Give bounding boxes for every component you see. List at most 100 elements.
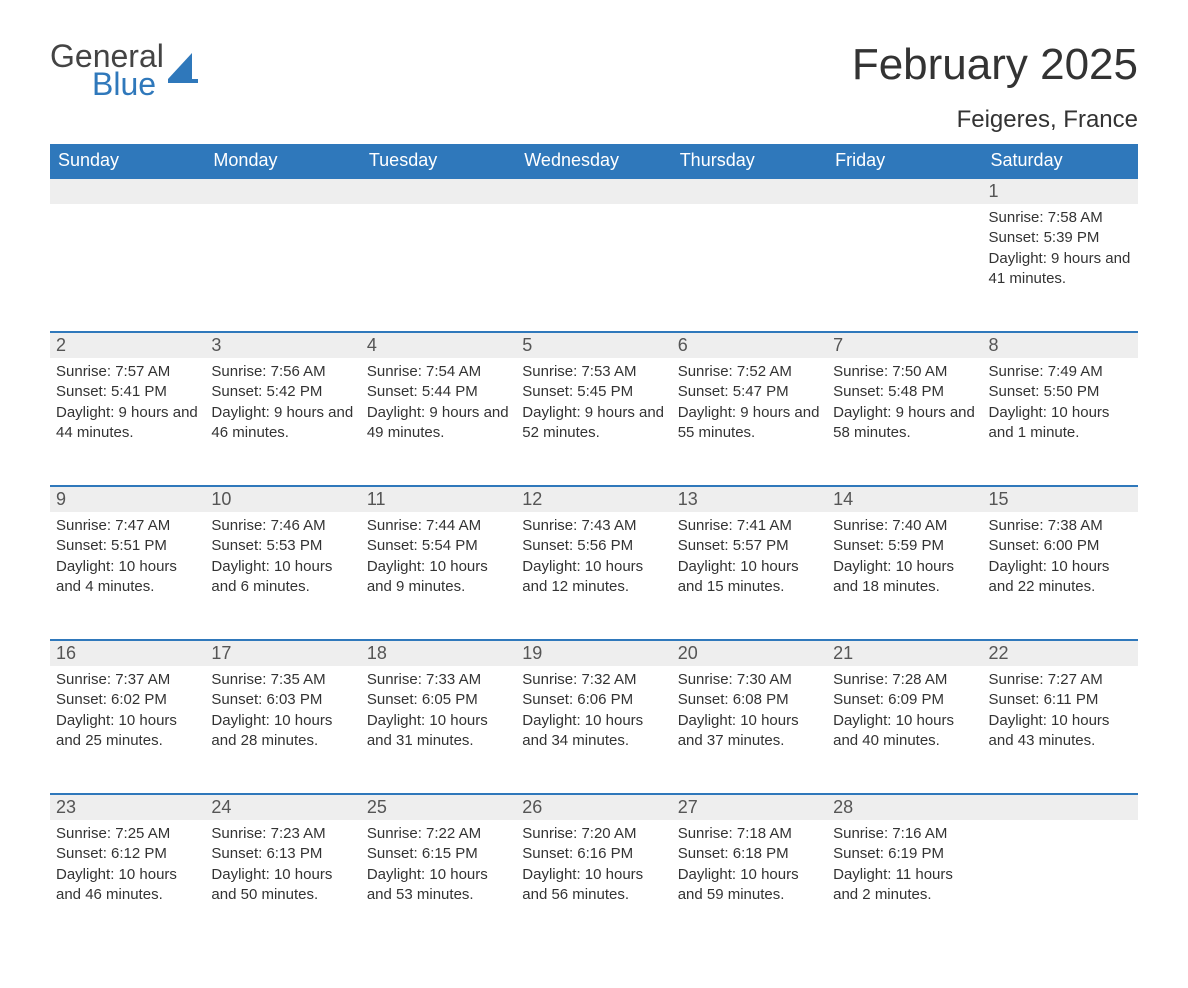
daylight-line: Daylight: 10 hours and 6 minutes. (211, 557, 354, 598)
daylight-line: Daylight: 10 hours and 12 minutes. (522, 557, 665, 598)
day-details: Sunrise: 7:22 AMSunset: 6:15 PMDaylight:… (361, 820, 516, 948)
weekday-header: Monday (205, 144, 360, 178)
day-number: 10 (205, 486, 360, 512)
day-details: Sunrise: 7:57 AMSunset: 5:41 PMDaylight:… (50, 358, 205, 486)
daylight-line: Daylight: 10 hours and 22 minutes. (989, 557, 1132, 598)
sunset-line: Sunset: 6:18 PM (678, 844, 821, 864)
day-number: 9 (50, 486, 205, 512)
sunrise-line: Sunrise: 7:41 AM (678, 516, 821, 536)
day-number: 15 (983, 486, 1138, 512)
sunset-line: Sunset: 6:02 PM (56, 690, 199, 710)
day-details: Sunrise: 7:40 AMSunset: 5:59 PMDaylight:… (827, 512, 982, 640)
daylight-line: Daylight: 10 hours and 53 minutes. (367, 865, 510, 906)
day-details: Sunrise: 7:54 AMSunset: 5:44 PMDaylight:… (361, 358, 516, 486)
day-number: 3 (205, 332, 360, 358)
sunrise-line: Sunrise: 7:46 AM (211, 516, 354, 536)
day-number: 26 (516, 794, 671, 820)
daylight-line: Daylight: 10 hours and 34 minutes. (522, 711, 665, 752)
sunrise-line: Sunrise: 7:20 AM (522, 824, 665, 844)
day-details: Sunrise: 7:41 AMSunset: 5:57 PMDaylight:… (672, 512, 827, 640)
weekday-header: Sunday (50, 144, 205, 178)
day-number: 6 (672, 332, 827, 358)
day-number: 4 (361, 332, 516, 358)
sunrise-line: Sunrise: 7:25 AM (56, 824, 199, 844)
sunrise-line: Sunrise: 7:50 AM (833, 362, 976, 382)
location-label: Feigeres, France (50, 106, 1138, 134)
day-number: 23 (50, 794, 205, 820)
sunset-line: Sunset: 5:42 PM (211, 382, 354, 402)
weekday-header: Tuesday (361, 144, 516, 178)
sunset-line: Sunset: 6:11 PM (989, 690, 1132, 710)
daylight-line: Daylight: 10 hours and 40 minutes. (833, 711, 976, 752)
day-details: Sunrise: 7:28 AMSunset: 6:09 PMDaylight:… (827, 666, 982, 794)
calendar-table: SundayMondayTuesdayWednesdayThursdayFrid… (50, 144, 1138, 948)
day-details: Sunrise: 7:35 AMSunset: 6:03 PMDaylight:… (205, 666, 360, 794)
daylight-line: Daylight: 10 hours and 25 minutes. (56, 711, 199, 752)
sunset-line: Sunset: 6:09 PM (833, 690, 976, 710)
sunset-line: Sunset: 5:56 PM (522, 536, 665, 556)
sunrise-line: Sunrise: 7:56 AM (211, 362, 354, 382)
daylight-line: Daylight: 10 hours and 28 minutes. (211, 711, 354, 752)
sunrise-line: Sunrise: 7:52 AM (678, 362, 821, 382)
day-number: 5 (516, 332, 671, 358)
calendar-cell-empty (361, 204, 516, 332)
sunset-line: Sunset: 5:50 PM (989, 382, 1132, 402)
day-details: Sunrise: 7:43 AMSunset: 5:56 PMDaylight:… (516, 512, 671, 640)
sunrise-line: Sunrise: 7:22 AM (367, 824, 510, 844)
sunset-line: Sunset: 5:59 PM (833, 536, 976, 556)
daylight-line: Daylight: 10 hours and 4 minutes. (56, 557, 199, 598)
daylight-line: Daylight: 10 hours and 18 minutes. (833, 557, 976, 598)
weekday-header: Thursday (672, 144, 827, 178)
sunset-line: Sunset: 6:05 PM (367, 690, 510, 710)
sunrise-line: Sunrise: 7:44 AM (367, 516, 510, 536)
day-details: Sunrise: 7:20 AMSunset: 6:16 PMDaylight:… (516, 820, 671, 948)
calendar-cell-empty (672, 204, 827, 332)
calendar-body: 1 Sunrise: 7:58 AMSunset: 5:39 PMDayligh… (50, 178, 1138, 948)
day-details: Sunrise: 7:33 AMSunset: 6:05 PMDaylight:… (361, 666, 516, 794)
sunrise-line: Sunrise: 7:57 AM (56, 362, 199, 382)
sunset-line: Sunset: 6:16 PM (522, 844, 665, 864)
day-number: 24 (205, 794, 360, 820)
sunset-line: Sunset: 6:03 PM (211, 690, 354, 710)
sunrise-line: Sunrise: 7:35 AM (211, 670, 354, 690)
sunset-line: Sunset: 6:00 PM (989, 536, 1132, 556)
sunrise-line: Sunrise: 7:53 AM (522, 362, 665, 382)
daylight-line: Daylight: 10 hours and 37 minutes. (678, 711, 821, 752)
sunrise-line: Sunrise: 7:18 AM (678, 824, 821, 844)
day-details: Sunrise: 7:25 AMSunset: 6:12 PMDaylight:… (50, 820, 205, 948)
day-number: 25 (361, 794, 516, 820)
calendar-cell-empty (516, 204, 671, 332)
daylight-line: Daylight: 10 hours and 43 minutes. (989, 711, 1132, 752)
day-details: Sunrise: 7:37 AMSunset: 6:02 PMDaylight:… (50, 666, 205, 794)
sunset-line: Sunset: 5:51 PM (56, 536, 199, 556)
day-details: Sunrise: 7:52 AMSunset: 5:47 PMDaylight:… (672, 358, 827, 486)
day-details: Sunrise: 7:30 AMSunset: 6:08 PMDaylight:… (672, 666, 827, 794)
day-number: 21 (827, 640, 982, 666)
day-details: Sunrise: 7:58 AMSunset: 5:39 PMDaylight:… (983, 204, 1138, 332)
daylight-line: Daylight: 10 hours and 31 minutes. (367, 711, 510, 752)
sunrise-line: Sunrise: 7:33 AM (367, 670, 510, 690)
calendar-cell-empty (983, 820, 1138, 948)
sunrise-line: Sunrise: 7:16 AM (833, 824, 976, 844)
sunset-line: Sunset: 6:19 PM (833, 844, 976, 864)
day-details: Sunrise: 7:56 AMSunset: 5:42 PMDaylight:… (205, 358, 360, 486)
day-details: Sunrise: 7:49 AMSunset: 5:50 PMDaylight:… (983, 358, 1138, 486)
sunset-line: Sunset: 5:39 PM (989, 228, 1132, 248)
brand-sail-icon (168, 53, 202, 88)
daylight-line: Daylight: 11 hours and 2 minutes. (833, 865, 976, 906)
day-number: 1 (983, 178, 1138, 204)
calendar-cell-empty (827, 204, 982, 332)
daylight-line: Daylight: 10 hours and 9 minutes. (367, 557, 510, 598)
day-details: Sunrise: 7:38 AMSunset: 6:00 PMDaylight:… (983, 512, 1138, 640)
daylight-line: Daylight: 9 hours and 46 minutes. (211, 403, 354, 444)
day-number: 2 (50, 332, 205, 358)
sunset-line: Sunset: 5:57 PM (678, 536, 821, 556)
day-details: Sunrise: 7:46 AMSunset: 5:53 PMDaylight:… (205, 512, 360, 640)
weekday-header-row: SundayMondayTuesdayWednesdayThursdayFrid… (50, 144, 1138, 178)
sunset-line: Sunset: 6:12 PM (56, 844, 199, 864)
sunrise-line: Sunrise: 7:30 AM (678, 670, 821, 690)
day-details: Sunrise: 7:53 AMSunset: 5:45 PMDaylight:… (516, 358, 671, 486)
sunset-line: Sunset: 6:06 PM (522, 690, 665, 710)
sunset-line: Sunset: 5:53 PM (211, 536, 354, 556)
brand-part2: Blue (92, 68, 164, 100)
